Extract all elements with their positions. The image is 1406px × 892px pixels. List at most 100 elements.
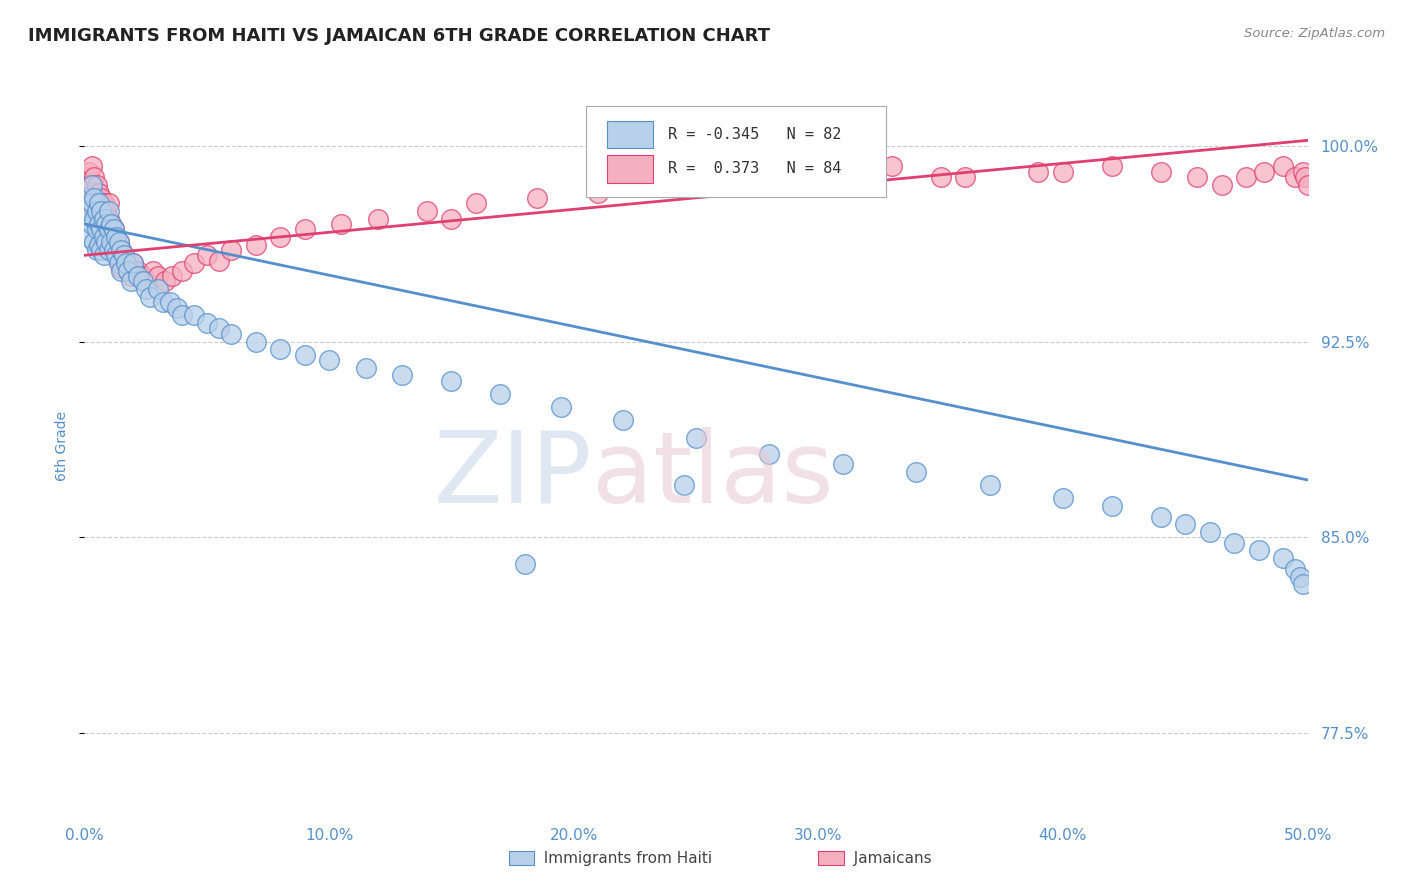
Point <box>1292 164 1315 178</box>
Point <box>1294 169 1316 184</box>
Point <box>96 235 118 250</box>
Point <box>100 235 122 250</box>
Point <box>76 186 98 200</box>
Point <box>120 269 142 284</box>
Point <box>807 164 830 178</box>
Point <box>1174 517 1197 532</box>
Point <box>83 191 105 205</box>
Point <box>219 326 242 341</box>
Point <box>110 261 132 276</box>
Point <box>1052 491 1074 506</box>
Point <box>96 222 118 236</box>
Point <box>132 274 155 288</box>
Point <box>354 360 377 375</box>
Point <box>1272 160 1295 174</box>
Bar <box>606 155 654 183</box>
Bar <box>818 851 844 865</box>
Point <box>1101 499 1123 513</box>
Point <box>416 203 439 218</box>
Point <box>1284 169 1306 184</box>
Point <box>87 217 110 231</box>
Point <box>103 222 125 236</box>
Point <box>831 458 853 472</box>
Point <box>1292 577 1315 591</box>
Point <box>1253 164 1275 178</box>
Point <box>90 243 112 257</box>
Point <box>112 248 135 262</box>
Point <box>269 230 291 244</box>
Point <box>80 196 103 211</box>
Point <box>208 253 231 268</box>
Point <box>80 178 103 192</box>
Point <box>115 256 138 270</box>
Point <box>979 478 1001 492</box>
Point <box>208 321 231 335</box>
Point <box>245 237 267 252</box>
Point <box>1028 164 1050 178</box>
Point <box>97 196 120 211</box>
Point <box>105 230 128 244</box>
Point <box>1211 178 1233 192</box>
Point <box>318 352 340 367</box>
Point <box>953 169 976 184</box>
Point <box>83 211 105 226</box>
Point <box>93 217 115 231</box>
Text: Immigrants from Haiti: Immigrants from Haiti <box>534 851 713 865</box>
Point <box>152 295 174 310</box>
Point <box>758 447 780 461</box>
Text: ZIP: ZIP <box>433 426 592 524</box>
Point <box>1198 525 1220 540</box>
Point <box>758 178 780 192</box>
Point <box>86 222 108 236</box>
Point <box>1150 509 1173 524</box>
Point <box>105 248 128 262</box>
Point <box>162 269 184 284</box>
Point <box>1223 535 1246 549</box>
Point <box>440 211 463 226</box>
Point <box>183 256 205 270</box>
Point <box>1236 169 1258 184</box>
Point <box>132 269 155 284</box>
Point <box>86 211 108 226</box>
Point <box>245 334 267 349</box>
Point <box>586 186 609 200</box>
Text: Jamaicans: Jamaicans <box>844 851 931 865</box>
Point <box>83 235 105 250</box>
Point <box>1296 178 1319 192</box>
Point <box>107 253 129 268</box>
Point <box>464 196 486 211</box>
Point <box>97 222 120 236</box>
Text: IMMIGRANTS FROM HAITI VS JAMAICAN 6TH GRADE CORRELATION CHART: IMMIGRANTS FROM HAITI VS JAMAICAN 6TH GR… <box>28 27 770 45</box>
Point <box>103 243 125 257</box>
Point <box>80 196 103 211</box>
Point <box>97 230 120 244</box>
Point <box>142 264 165 278</box>
Point <box>513 557 536 571</box>
Point <box>526 191 548 205</box>
Point <box>153 274 176 288</box>
Point <box>87 222 110 236</box>
Point <box>146 269 169 284</box>
Point <box>90 203 112 218</box>
Point <box>76 169 98 184</box>
Point <box>93 230 115 244</box>
Point <box>97 243 120 257</box>
Point <box>87 237 110 252</box>
Point <box>93 211 115 226</box>
Point <box>93 248 115 262</box>
Point <box>120 274 142 288</box>
Point <box>1289 569 1312 583</box>
Point <box>391 368 413 383</box>
Point <box>80 178 103 192</box>
Point <box>294 222 316 236</box>
Point <box>77 203 100 218</box>
Point <box>135 274 157 288</box>
Point <box>105 230 128 244</box>
Point <box>77 178 100 192</box>
Point <box>219 243 242 257</box>
Point <box>880 160 903 174</box>
Point <box>90 211 112 226</box>
Point <box>90 222 112 236</box>
Point <box>367 211 389 226</box>
Point <box>86 203 108 218</box>
